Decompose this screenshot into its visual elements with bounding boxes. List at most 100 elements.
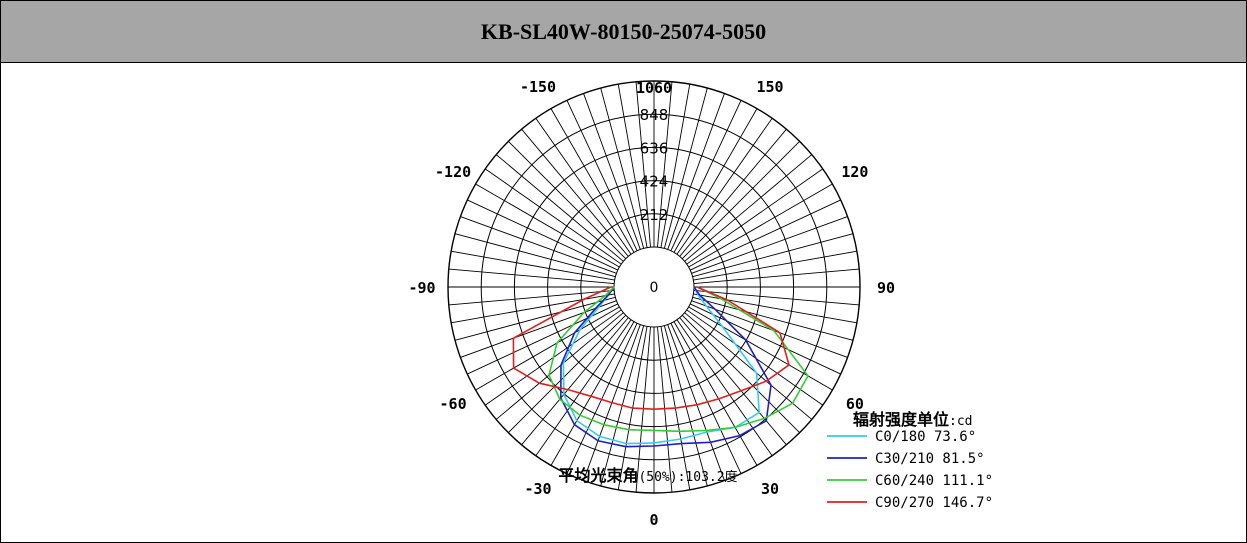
grid-spoke [690, 303, 841, 375]
grid-spoke [535, 117, 632, 255]
grid-spoke [692, 296, 854, 341]
radial-tick-label-zero: 0 [650, 280, 659, 296]
grid-spoke [681, 314, 800, 433]
grid-spoke [484, 168, 622, 265]
grid-spoke [681, 141, 800, 260]
grid-spoke [667, 93, 725, 250]
legend-entry: C30/210 81.5° [875, 451, 985, 467]
grid-spoke [667, 324, 725, 481]
grid-spoke [660, 84, 691, 248]
grid-spoke [454, 296, 616, 341]
grid-spoke [550, 108, 635, 253]
beam-angle-label: 平均光束角 [558, 466, 638, 485]
angle-label: -150 [520, 78, 556, 96]
unit-label-text: 辐射强度单位 [853, 410, 949, 429]
angle-label: -120 [435, 163, 471, 181]
angle-label: 120 [841, 163, 868, 181]
series-curve-3 [512, 286, 790, 411]
grid-spoke [566, 100, 638, 251]
grid-spoke [550, 321, 635, 466]
grid-spoke [676, 117, 773, 255]
grid-spoke [467, 303, 618, 375]
polar-intensity-chart: 212 424 636 848 0 0 30 60 90 120 150 1060 -150 -120 -… [408, 78, 993, 529]
radial-tick-label: 848 [640, 106, 669, 124]
angle-label: -90 [408, 279, 435, 297]
grid-spoke [566, 323, 638, 474]
grid-spoke [535, 319, 632, 457]
grid-spoke [451, 293, 615, 324]
radial-tick-labels: 212 424 636 848 0 [640, 106, 669, 296]
grid-spoke [451, 250, 615, 281]
grid-spoke [673, 108, 758, 253]
angle-label: 60 [846, 395, 864, 413]
radial-tick-label: 424 [640, 173, 669, 191]
chart-header: KB-SL40W-80150-25074-5050 [1, 1, 1246, 63]
radial-tick-label: 636 [640, 139, 669, 157]
beam-angle-caption: 平均光束角(50%):103.2度 [558, 466, 737, 485]
grid-spoke [454, 233, 616, 278]
angle-label: 1060 [636, 79, 672, 97]
grid-spoke [693, 293, 857, 324]
unit-label: 辐射强度单位:cd [853, 410, 973, 429]
radial-tick-label: 212 [640, 206, 669, 224]
grid-spoke [460, 300, 617, 358]
series-curve-0 [562, 286, 761, 445]
grid-spoke [467, 199, 618, 271]
legend-entry: C0/180 73.6° [875, 429, 976, 445]
polar-grid [447, 80, 861, 494]
grid-spoke [635, 326, 651, 493]
grid-spoke [475, 306, 620, 391]
angle-label: 90 [877, 279, 895, 297]
grid-spoke [617, 84, 648, 248]
angle-label: 0 [649, 511, 658, 529]
grid-spoke [508, 314, 627, 433]
grid-spoke [583, 93, 641, 250]
grid-spoke [495, 154, 624, 262]
grid-spoke [693, 250, 857, 281]
grid-spoke [657, 81, 673, 248]
grid-spoke [693, 290, 860, 306]
angle-label: -30 [524, 480, 551, 498]
chart-title: KB-SL40W-80150-25074-5050 [480, 18, 767, 44]
angle-label: 150 [756, 78, 783, 96]
grid-spoke [686, 168, 824, 265]
grid-spoke [692, 233, 854, 278]
grid-spoke [670, 100, 742, 251]
grid-spoke [635, 81, 651, 248]
grid-spoke [521, 317, 629, 446]
unit-value-text: :cd [949, 414, 972, 429]
beam-angle-value: (50%):103.2度 [638, 469, 737, 485]
legend-entry: C60/240 111.1° [875, 473, 993, 489]
series-curve-2 [548, 286, 809, 433]
grid-spoke [495, 312, 624, 420]
grid-spoke [691, 216, 848, 274]
grid-spoke [521, 128, 629, 257]
grid-spoke [673, 321, 758, 466]
legend-entry: C90/270 146.7° [875, 495, 993, 511]
grid-spoke [663, 87, 708, 249]
grid-spoke [670, 323, 742, 474]
grid-spoke [508, 141, 627, 260]
grid-spoke [688, 183, 833, 268]
series-curves [512, 286, 809, 448]
grid-spoke [690, 199, 841, 271]
grid-spoke [448, 268, 615, 284]
angle-label: 30 [761, 480, 779, 498]
series-curve-1 [559, 286, 772, 448]
grid-spoke [676, 319, 773, 457]
legend: 辐射强度单位:cd C0/180 73.6° C30/210 81.5° C60/2… [827, 410, 993, 511]
angle-labels: 0 30 60 90 120 150 1060 -150 -120 -90 -60 -30 [408, 78, 895, 529]
grid-spoke [691, 300, 848, 358]
angle-label: -60 [440, 395, 467, 413]
grid-spoke [448, 290, 615, 306]
grid-spoke [679, 317, 787, 446]
grid-spoke [475, 183, 620, 268]
grid-spoke [460, 216, 617, 274]
grid-spoke [600, 87, 645, 249]
grid-spoke [679, 128, 787, 257]
grid-spoke [684, 154, 813, 262]
grid-spoke [693, 268, 860, 284]
grid-spoke [657, 326, 673, 493]
grid-spoke [684, 312, 813, 420]
